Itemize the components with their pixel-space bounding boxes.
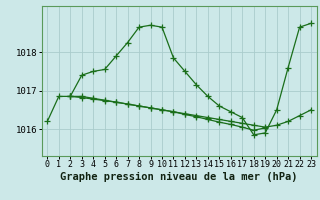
X-axis label: Graphe pression niveau de la mer (hPa): Graphe pression niveau de la mer (hPa)	[60, 172, 298, 182]
